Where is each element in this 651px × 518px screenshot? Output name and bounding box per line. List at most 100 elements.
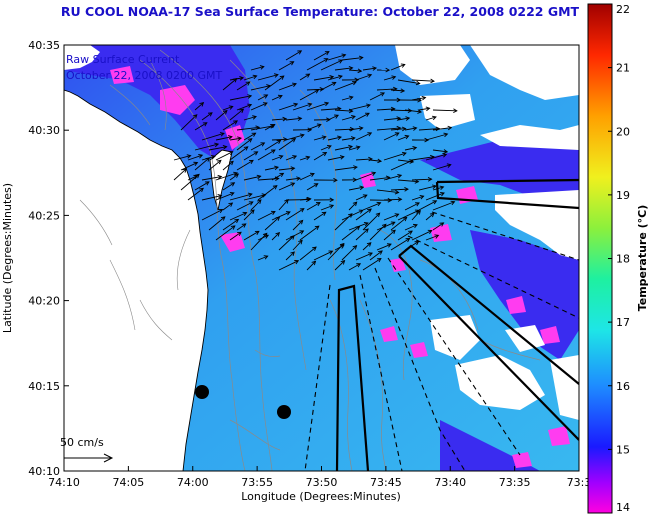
current-vector-head xyxy=(352,245,358,250)
current-vector-head xyxy=(337,135,342,141)
current-vector xyxy=(222,202,233,211)
current-vector xyxy=(299,89,319,101)
current-vector-head xyxy=(368,252,373,257)
current-vector xyxy=(215,225,236,241)
current-vector-head xyxy=(230,225,236,230)
current-vector-head xyxy=(314,89,320,94)
current-vector xyxy=(278,138,296,151)
colorbar-tick-label: 15 xyxy=(616,443,630,456)
current-vector xyxy=(376,221,396,231)
current-vector-head xyxy=(397,173,403,179)
current-vector xyxy=(292,240,303,251)
current-vector xyxy=(271,138,287,141)
current-vector xyxy=(404,202,420,211)
current-vector xyxy=(404,109,422,113)
current-vector xyxy=(397,230,413,241)
current-vector xyxy=(306,102,329,111)
buoy-marker-1 xyxy=(195,385,209,399)
current-vector xyxy=(334,109,353,112)
current-vector xyxy=(201,132,225,141)
current-vector-head xyxy=(442,153,448,158)
y-tick-label: 40:30 xyxy=(28,124,60,137)
land-north xyxy=(64,45,100,70)
current-vector-head xyxy=(195,173,200,179)
current-vector-head xyxy=(371,171,377,176)
current-vector-head xyxy=(229,160,234,166)
current-vector xyxy=(201,195,222,201)
current-vector-head xyxy=(412,126,418,131)
current-vector xyxy=(243,194,266,201)
current-vector-head xyxy=(245,81,251,86)
current-vector xyxy=(362,67,377,71)
current-vector-head xyxy=(381,223,387,229)
current-vector-head xyxy=(233,120,238,125)
current-vector xyxy=(306,124,322,131)
current-vector-head xyxy=(229,191,235,197)
current-vector-head xyxy=(290,251,295,257)
current-vector xyxy=(341,209,363,221)
current-vector-head xyxy=(256,174,262,180)
current-vector-head xyxy=(377,158,383,164)
current-vector-head xyxy=(434,234,440,239)
current-vector xyxy=(285,50,302,61)
current-vector xyxy=(355,208,372,221)
lane-box-north-top xyxy=(436,178,579,184)
current-vector xyxy=(327,54,346,61)
colorbar-tick-label: 16 xyxy=(616,380,630,393)
current-vector-head xyxy=(311,260,317,266)
colorbar-tick-label: 18 xyxy=(616,253,630,266)
current-vector xyxy=(383,198,402,201)
current-vector-head xyxy=(186,154,192,159)
colorbar-tick-label: 20 xyxy=(616,125,630,138)
current-vector xyxy=(425,116,437,121)
current-vector xyxy=(411,195,424,201)
current-vector xyxy=(229,193,253,201)
current-vector xyxy=(236,223,247,231)
current-vector xyxy=(362,202,381,211)
current-vector-head xyxy=(279,172,285,178)
current-vector xyxy=(348,146,360,151)
current-vector xyxy=(229,173,239,181)
current-vector-head xyxy=(408,230,413,235)
current-vector-head xyxy=(334,114,339,119)
current-vector-head xyxy=(431,184,437,189)
current-vector-head xyxy=(253,151,259,156)
current-vector xyxy=(222,160,234,171)
current-vector-head xyxy=(247,94,253,99)
current-vector-head xyxy=(326,144,332,150)
x-tick-label: 74:05 xyxy=(113,476,145,489)
current-vector xyxy=(348,201,358,211)
current-vector xyxy=(201,112,213,121)
current-vector-head xyxy=(297,116,303,121)
current-vector-head xyxy=(446,163,452,168)
current-vector xyxy=(215,192,235,201)
current-vector-head xyxy=(408,159,414,164)
colorbar-tick-label: 21 xyxy=(616,62,630,75)
current-vector xyxy=(327,136,342,141)
current-vector-head xyxy=(193,161,199,166)
current-vector-head xyxy=(351,115,356,120)
current-vector xyxy=(271,155,283,161)
current-vector-head xyxy=(372,66,378,71)
current-vector-head xyxy=(429,212,435,218)
lane-dash-4 xyxy=(387,257,521,456)
current-vector-head xyxy=(363,221,369,227)
lane-dash-3 xyxy=(374,267,466,471)
current-vector-head xyxy=(239,76,245,81)
current-vector xyxy=(215,110,228,121)
current-vector-head xyxy=(237,231,242,237)
current-vector-head xyxy=(443,149,449,154)
current-vector xyxy=(390,159,414,171)
current-vector-head xyxy=(427,177,433,182)
current-vector xyxy=(222,218,239,231)
x-tick-label: 73:45 xyxy=(370,476,402,489)
current-vector xyxy=(313,51,330,61)
current-vector xyxy=(397,135,409,141)
current-vector-head xyxy=(339,244,345,249)
current-vector-head xyxy=(404,186,409,192)
current-vector-head xyxy=(242,211,248,217)
current-vector xyxy=(369,92,385,101)
current-vector xyxy=(187,187,204,201)
current-vector xyxy=(278,83,297,91)
current-vector-head xyxy=(305,73,311,78)
